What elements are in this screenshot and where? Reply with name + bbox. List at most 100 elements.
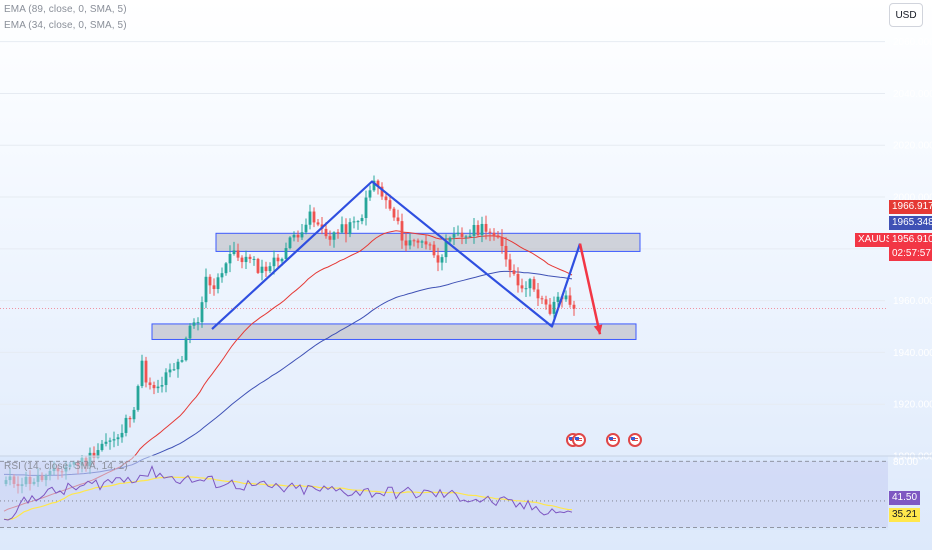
candle-body [432, 244, 436, 256]
candle-body [232, 250, 236, 255]
candle-body [400, 221, 404, 241]
candle-body [172, 369, 176, 371]
pattern-path[interactable] [211, 180, 582, 330]
candle-body [188, 325, 192, 339]
candle-body [364, 197, 368, 219]
candle-body [412, 240, 416, 242]
candle-body [536, 289, 540, 299]
candle-body [380, 186, 384, 197]
candle-body [264, 266, 268, 272]
us-flag-event-icon[interactable] [606, 433, 620, 447]
price-tick-label: 2060.000 [893, 37, 932, 48]
candle-body [360, 218, 364, 222]
candle-body [168, 369, 172, 373]
candle-body [372, 180, 376, 191]
candle-body [548, 304, 552, 314]
ema89-path [4, 270, 573, 476]
candle-body [300, 232, 304, 238]
candle-body [196, 322, 200, 324]
support-zone[interactable] [151, 323, 637, 340]
candle-body [408, 240, 412, 246]
rsi-pane: 80.00 [0, 455, 932, 530]
candle-body [508, 259, 512, 271]
candle-body [252, 258, 256, 260]
candle-body [416, 240, 420, 243]
candle-body [236, 250, 240, 258]
candle-body [472, 225, 476, 236]
candle-body [116, 437, 120, 440]
candle-body [504, 245, 508, 260]
ema89-value-tag: 1965.348 [889, 216, 932, 230]
candle-body [136, 386, 140, 410]
rsi-tick-label: 80.00 [893, 457, 918, 468]
candle-body [272, 257, 276, 267]
candle-body [276, 257, 280, 262]
candle-body [368, 190, 372, 198]
candle-body [308, 211, 312, 225]
candle-body [176, 361, 180, 370]
candle-body [352, 221, 356, 223]
candle-body [456, 232, 460, 235]
us-flag-event-icon[interactable] [628, 433, 642, 447]
candle-body [464, 236, 468, 238]
candle-body [476, 225, 480, 236]
price-tick-label: 1960.000 [893, 296, 932, 307]
candle-body [468, 235, 472, 237]
candle-body [332, 232, 336, 240]
candle-body [556, 296, 560, 302]
candle-body [484, 223, 488, 232]
candle-body [424, 241, 428, 245]
candle-body [248, 256, 252, 259]
forecast-arrow-line[interactable] [578, 243, 602, 335]
candle-body [120, 432, 124, 438]
candle-body [480, 223, 484, 236]
candle-body [572, 304, 576, 309]
candle-body [520, 285, 524, 289]
candle-body [240, 257, 244, 263]
candle-body [112, 439, 116, 441]
candle-body [440, 257, 444, 263]
candle-body [180, 360, 184, 362]
candle-body [96, 450, 100, 459]
candle-body [108, 440, 112, 442]
candle-body [436, 255, 440, 263]
currency-button[interactable]: USD [889, 3, 923, 27]
candle-body [524, 288, 528, 290]
candle-body [312, 211, 316, 223]
candle-body [540, 298, 544, 300]
rsi-legend: RSI (14, close, SMA, 14, 2) [4, 461, 128, 472]
candle-body [488, 231, 492, 233]
price-tick-label: 1920.000 [893, 400, 932, 411]
price-tick-label: 1940.000 [893, 348, 932, 359]
candle-body [156, 386, 160, 389]
candle-body [244, 256, 248, 263]
candle-body [148, 382, 152, 386]
candle-body [220, 273, 224, 278]
candle-body [444, 241, 448, 258]
candle-body [544, 299, 548, 305]
candle-body [296, 234, 300, 238]
countdown-tag: 02:57:57 [889, 247, 932, 261]
candle-body [204, 276, 208, 303]
candle-body [492, 232, 496, 236]
candle-body [292, 234, 296, 238]
price-tick-label: 2040.000 [893, 89, 932, 100]
candle-body [124, 417, 128, 433]
candle-body [200, 302, 204, 323]
candle-body [460, 232, 464, 237]
candle-body [140, 360, 144, 387]
candle-body [280, 258, 284, 262]
resistance-zone[interactable] [215, 232, 641, 252]
candle-body [224, 263, 228, 274]
us-flag-event-icon[interactable] [572, 433, 586, 447]
candle-body [388, 200, 392, 209]
candle-body [260, 266, 264, 273]
rsi-value-tag: 41.50 [889, 491, 921, 505]
candle-body [288, 237, 292, 249]
price-tick-label: 2020.000 [893, 141, 932, 152]
candle-body [304, 224, 308, 233]
candle-body [100, 443, 104, 451]
candle-body [208, 276, 212, 286]
candle-body [532, 279, 536, 290]
